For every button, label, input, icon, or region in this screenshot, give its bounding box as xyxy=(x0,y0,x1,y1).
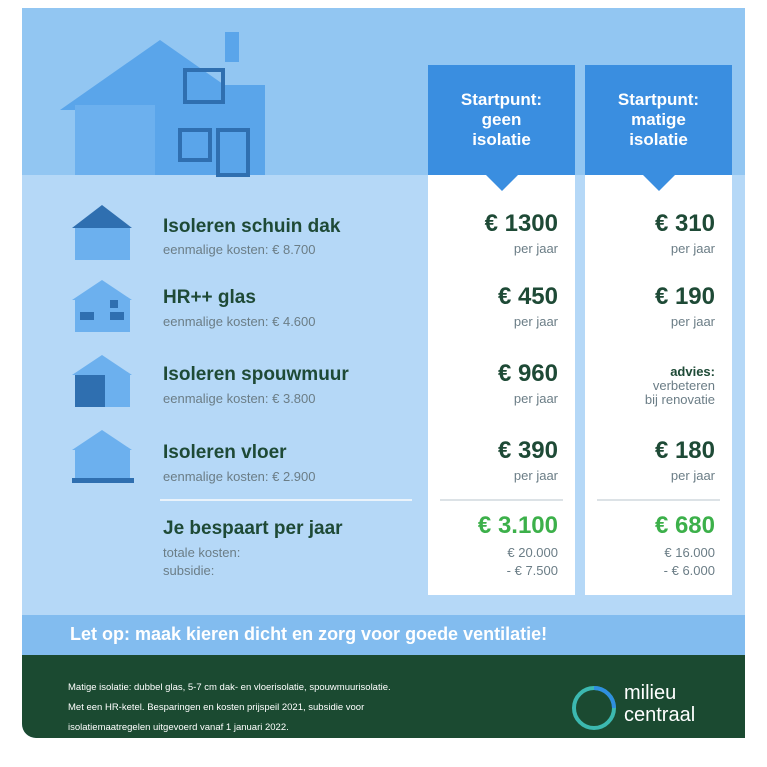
total-subsidy: - € 6.000 xyxy=(585,563,715,578)
column-header: geen xyxy=(428,110,575,130)
saving-amount: € 1300 xyxy=(428,210,558,238)
column-header: Startpunt: xyxy=(585,90,732,110)
total-cost: € 16.000 xyxy=(585,545,715,560)
total-amount: € 680 xyxy=(585,512,715,540)
column-header: matige xyxy=(585,110,732,130)
row-title: Isoleren schuin dak xyxy=(163,216,340,238)
house-illustration xyxy=(60,32,265,175)
totals-title: Je bespaart per jaar xyxy=(163,518,343,540)
logo-text: milieu xyxy=(624,682,676,705)
advice: verbeteren xyxy=(585,378,715,393)
column-header: isolatie xyxy=(428,130,575,150)
saving-unit: per jaar xyxy=(428,241,558,256)
note: Let op: maak kieren dicht en zorg voor g… xyxy=(70,624,547,645)
saving-amount: € 190 xyxy=(585,283,715,311)
total-subsidy: - € 7.500 xyxy=(428,563,558,578)
row-title: Isoleren spouwmuur xyxy=(163,364,349,386)
row-title: HR++ glas xyxy=(163,287,256,309)
saving-unit: per jaar xyxy=(428,468,558,483)
column-header: Startpunt: xyxy=(428,90,575,110)
footer-text: Met een HR-ketel. Besparingen en kosten … xyxy=(68,702,364,713)
footer-text: isolatiemaatregelen uitgevoerd vanaf 1 j… xyxy=(68,722,289,733)
advice: bij renovatie xyxy=(585,392,715,407)
row-title: Isoleren vloer xyxy=(163,442,287,464)
row-cost: eenmalige kosten: € 4.600 xyxy=(163,314,316,329)
infographic: Startpunt: geen isolatie Startpunt: mati… xyxy=(0,0,767,767)
saving-unit: per jaar xyxy=(585,314,715,329)
saving-amount: € 960 xyxy=(428,360,558,388)
totals-label: totale kosten: xyxy=(163,545,240,560)
total-cost: € 20.000 xyxy=(428,545,558,560)
saving-amount: € 450 xyxy=(428,283,558,311)
row-icons xyxy=(72,205,134,483)
row-cost: eenmalige kosten: € 3.800 xyxy=(163,391,316,406)
saving-unit: per jaar xyxy=(428,391,558,406)
footer-text: Matige isolatie: dubbel glas, 5-7 cm dak… xyxy=(68,682,391,693)
row-cost: eenmalige kosten: € 2.900 xyxy=(163,469,316,484)
totals-label: subsidie: xyxy=(163,563,214,578)
saving-unit: per jaar xyxy=(585,468,715,483)
saving-amount: € 180 xyxy=(585,437,715,465)
saving-amount: € 310 xyxy=(585,210,715,238)
logo-text: centraal xyxy=(624,704,695,727)
column-header: isolatie xyxy=(585,130,732,150)
saving-amount: € 390 xyxy=(428,437,558,465)
logo-ring xyxy=(574,688,614,728)
row-cost: eenmalige kosten: € 8.700 xyxy=(163,242,316,257)
saving-unit: per jaar xyxy=(585,241,715,256)
total-amount: € 3.100 xyxy=(428,512,558,540)
advice: advies: xyxy=(585,364,715,379)
saving-unit: per jaar xyxy=(428,314,558,329)
